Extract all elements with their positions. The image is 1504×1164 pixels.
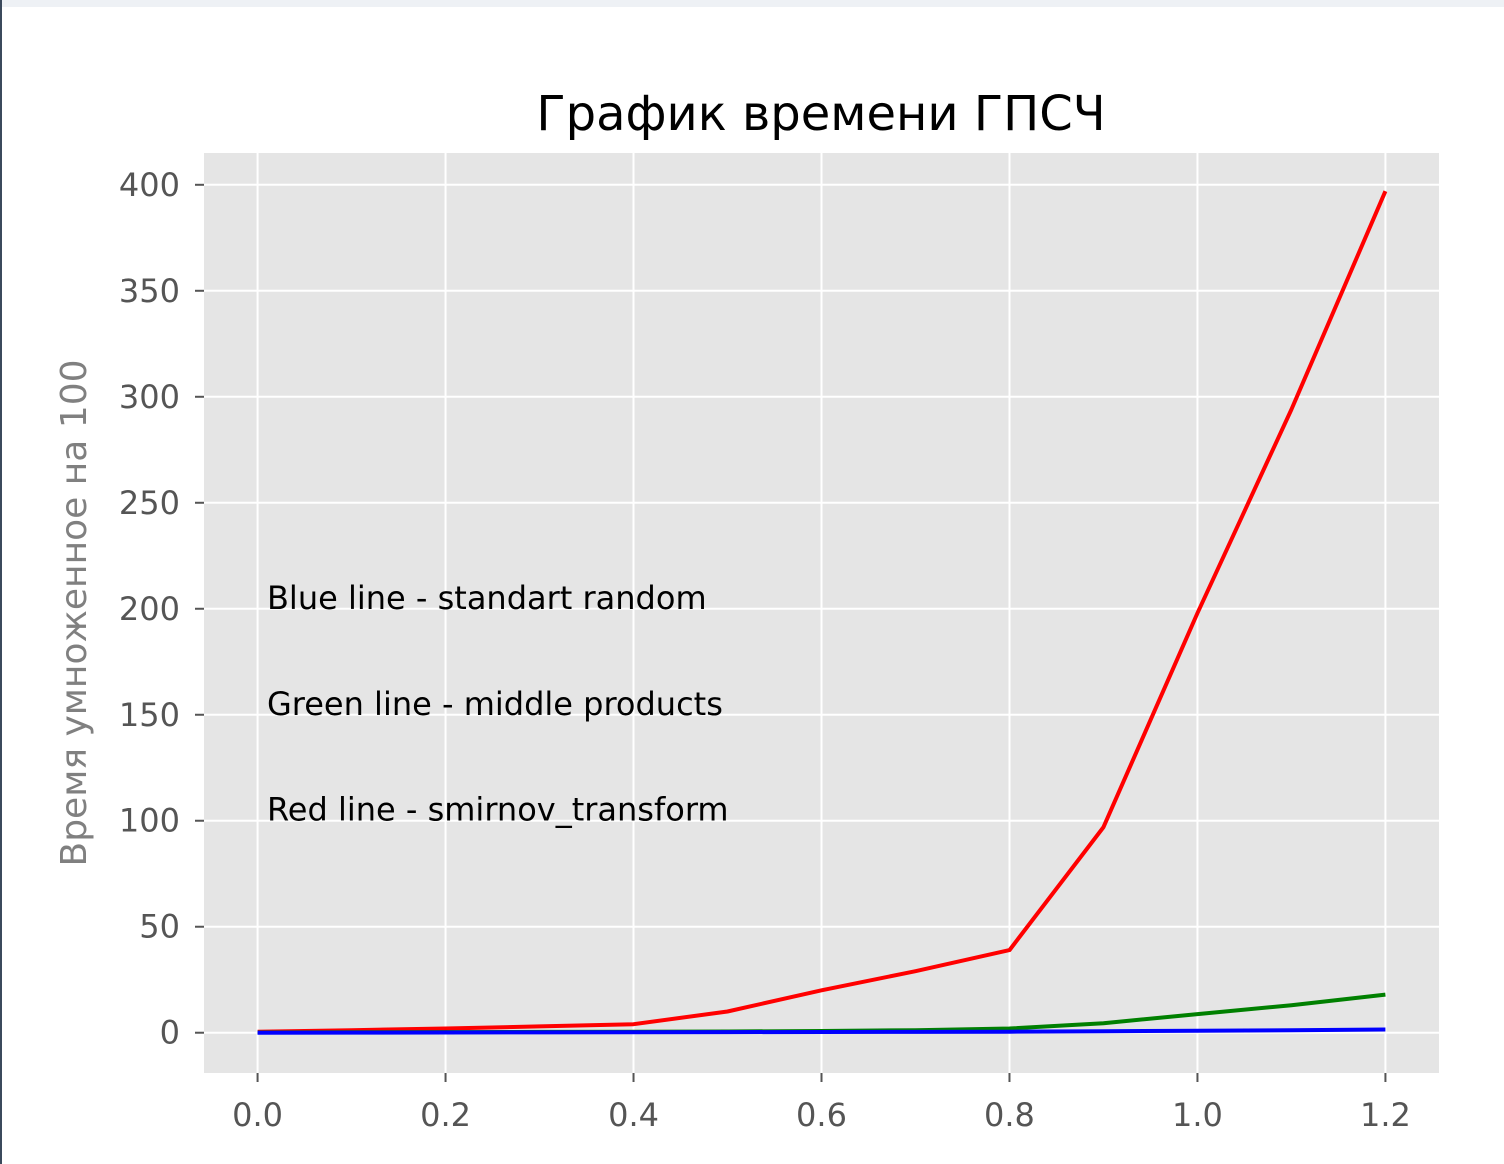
y-tick-label: 250 [119, 484, 180, 522]
annotation-text: Blue line - standart random [267, 579, 707, 617]
chart-title: График времени ГПСЧ [536, 86, 1105, 142]
series-layer [257, 190, 1388, 1035]
y-tick-label: 300 [119, 378, 180, 416]
annotations: Blue line - standart random Green line - … [267, 579, 729, 829]
y-tick-label: 50 [139, 908, 180, 946]
annotation-text: Red line - smirnov_transform [267, 791, 729, 829]
top-strip [0, 0, 1504, 7]
x-tick-label: 0.6 [796, 1096, 847, 1134]
y-tick-label: 400 [119, 166, 180, 204]
y-tick-label: 150 [119, 696, 180, 734]
y-tick-label: 100 [119, 802, 180, 840]
y-tick-label: 0 [160, 1014, 180, 1052]
x-axis-ticks: 0.0 0.2 0.4 0.6 0.8 1.0 1.2 [232, 1073, 1411, 1134]
y-tick-label: 200 [119, 590, 180, 628]
y-axis-ticks: 0 50 100 150 200 250 300 350 400 [119, 166, 204, 1052]
x-tick-label: 0.8 [984, 1096, 1035, 1134]
y-tick-label: 350 [119, 272, 180, 310]
x-tick-label: 0.0 [232, 1096, 283, 1134]
grid-vertical [256, 153, 1387, 1073]
y-axis-label: Время умноженное на 100 [54, 359, 95, 866]
series-line-0 [257, 190, 1388, 1034]
x-tick-label: 1.0 [1172, 1096, 1223, 1134]
x-tick-label: 1.2 [1360, 1096, 1411, 1134]
left-edge [0, 0, 2, 1164]
x-tick-label: 0.2 [420, 1096, 471, 1134]
series-line-2 [257, 1027, 1386, 1035]
annotation-text: Green line - middle products [267, 685, 723, 723]
x-tick-label: 0.4 [608, 1096, 659, 1134]
